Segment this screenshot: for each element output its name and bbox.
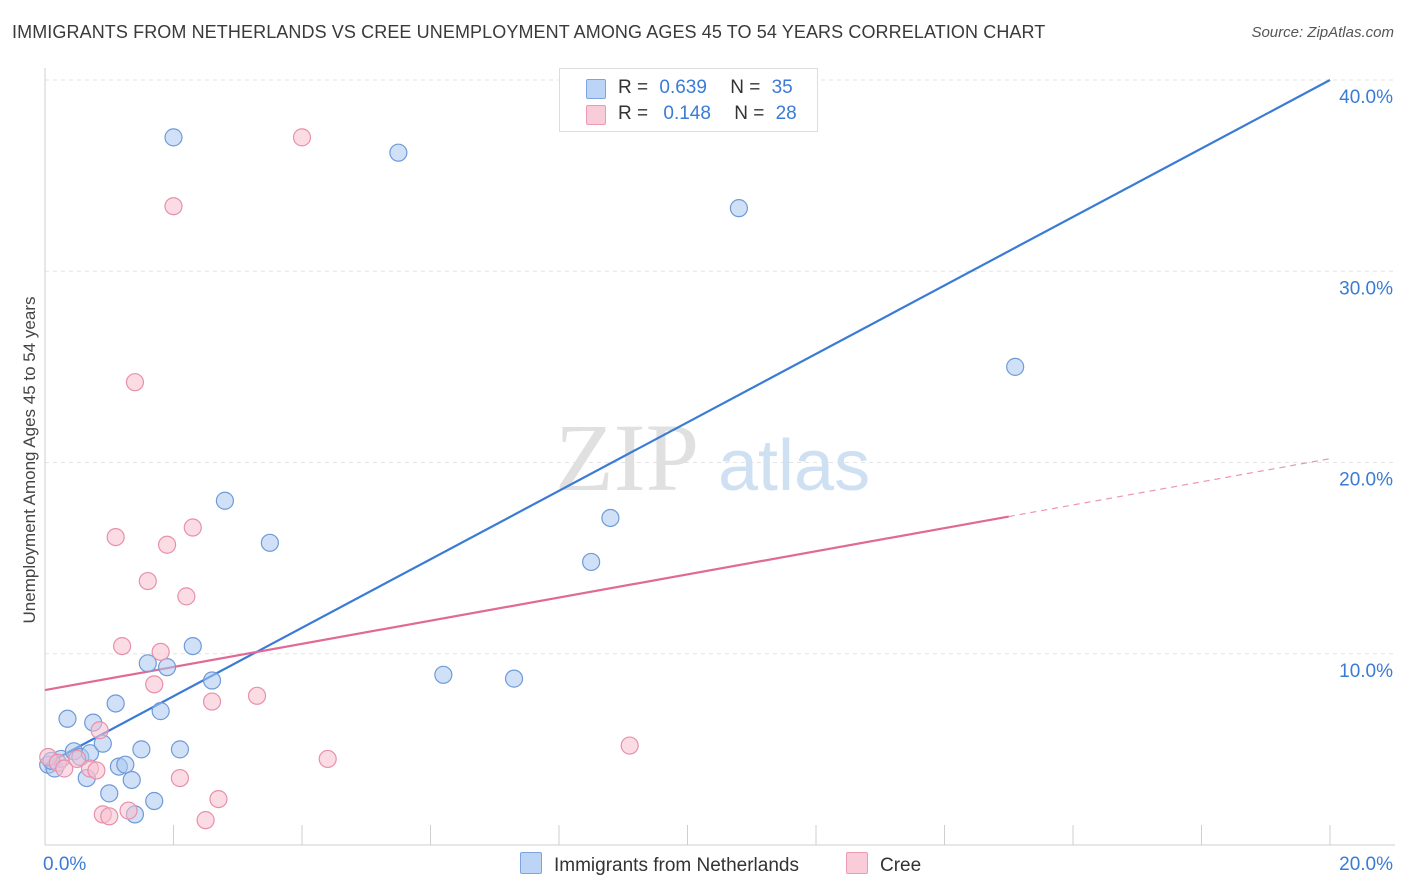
watermark-atlas: atlas (718, 426, 870, 506)
data-points (39, 128, 1025, 830)
chart-source: Source: ZipAtlas.com (1251, 24, 1394, 41)
data-point-series-0 (601, 508, 620, 528)
data-point-series-0 (138, 654, 157, 673)
data-point-series-0 (202, 671, 222, 690)
y-tick-label: 20.0% (1339, 470, 1393, 491)
data-point-series-1 (247, 686, 267, 705)
data-point-series-0 (164, 128, 183, 147)
data-point-series-1 (620, 736, 639, 755)
data-point-series-0 (58, 709, 77, 728)
data-point-series-0 (122, 770, 141, 790)
data-point-series-0 (260, 533, 279, 552)
data-point-series-1 (55, 759, 74, 778)
legend-r-label: R = (618, 77, 649, 98)
data-point-series-1 (90, 721, 109, 740)
data-point-series-1 (100, 807, 119, 826)
data-point-series-1 (202, 692, 222, 711)
data-point-series-0 (1006, 357, 1025, 376)
trend-line-series-0 (44, 79, 1331, 766)
data-point-series-1 (125, 373, 145, 392)
data-point-series-1 (119, 801, 138, 820)
watermark-zip: ZIP (555, 404, 699, 511)
data-point-series-1 (318, 749, 337, 769)
bottom-swatch-netherlands (520, 852, 542, 874)
legend-n-label: N = (734, 103, 765, 124)
data-point-series-1 (138, 571, 157, 591)
data-point-series-0 (132, 740, 151, 759)
axes (44, 68, 1395, 846)
data-point-series-1 (164, 197, 183, 216)
data-point-series-0 (434, 665, 453, 684)
trend-line-extension-series-1 (1008, 458, 1331, 518)
trend-line-series-1 (44, 515, 1009, 692)
data-point-series-1 (145, 675, 164, 694)
legend-swatch-cree (586, 105, 606, 125)
data-point-series-0 (504, 669, 524, 688)
data-point-series-1 (157, 535, 177, 554)
chart-title: IMMIGRANTS FROM NETHERLANDS VS CREE UNEM… (12, 22, 1046, 42)
stats-legend: R = 0.639 N = 35 R = 0.148 N = 28 (559, 68, 818, 132)
y-tick-label: 30.0% (1339, 278, 1393, 299)
data-point-series-0 (116, 755, 135, 774)
legend-item-netherlands: Immigrants from Netherlands (520, 852, 799, 877)
data-point-series-0 (183, 636, 202, 656)
data-point-series-0 (215, 491, 234, 510)
legend-n-value-netherlands: 35 (771, 77, 793, 98)
data-point-series-1 (292, 128, 312, 147)
data-point-series-0 (100, 784, 119, 803)
legend-label-netherlands: Immigrants from Netherlands (554, 855, 799, 876)
data-point-series-0 (729, 199, 749, 218)
data-point-series-1 (196, 811, 215, 830)
x-tick-label: 0.0% (43, 854, 86, 875)
legend-n-label: N = (730, 77, 761, 98)
legend-r-value-cree: 0.148 (663, 103, 711, 124)
data-point-series-1 (151, 642, 170, 661)
data-point-series-1 (183, 518, 202, 537)
data-point-series-1 (106, 527, 125, 547)
data-point-series-1 (209, 789, 228, 809)
legend-swatch-netherlands (586, 79, 606, 99)
data-point-series-1 (177, 587, 196, 606)
y-tick-label: 10.0% (1339, 661, 1393, 682)
data-point-series-0 (157, 658, 177, 677)
data-point-series-1 (87, 761, 106, 780)
legend-n-value-cree: 28 (775, 103, 797, 124)
x-tick-label: 20.0% (1339, 854, 1393, 875)
y-tick-label: 40.0% (1339, 87, 1393, 108)
trend-lines (44, 79, 1331, 766)
data-point-series-0 (582, 552, 601, 572)
legend-label-cree: Cree (880, 855, 922, 876)
bottom-swatch-cree (846, 852, 868, 874)
data-point-series-0 (389, 143, 408, 162)
data-point-series-1 (112, 636, 132, 656)
data-point-series-0 (151, 702, 170, 721)
legend-item-cree: Cree (846, 852, 921, 877)
legend-r-value-netherlands: 0.639 (659, 77, 707, 98)
data-point-series-1 (170, 768, 190, 788)
legend-r-label: R = (618, 103, 649, 124)
data-point-series-0 (170, 740, 190, 759)
data-point-series-0 (145, 791, 164, 811)
data-point-series-0 (106, 694, 125, 713)
data-point-series-1 (68, 749, 87, 769)
tick-labels: 10.0% 20.0% 30.0% 40.0% 0.0% 20.0% (43, 87, 1393, 875)
watermark: ZIP atlas (555, 404, 870, 511)
